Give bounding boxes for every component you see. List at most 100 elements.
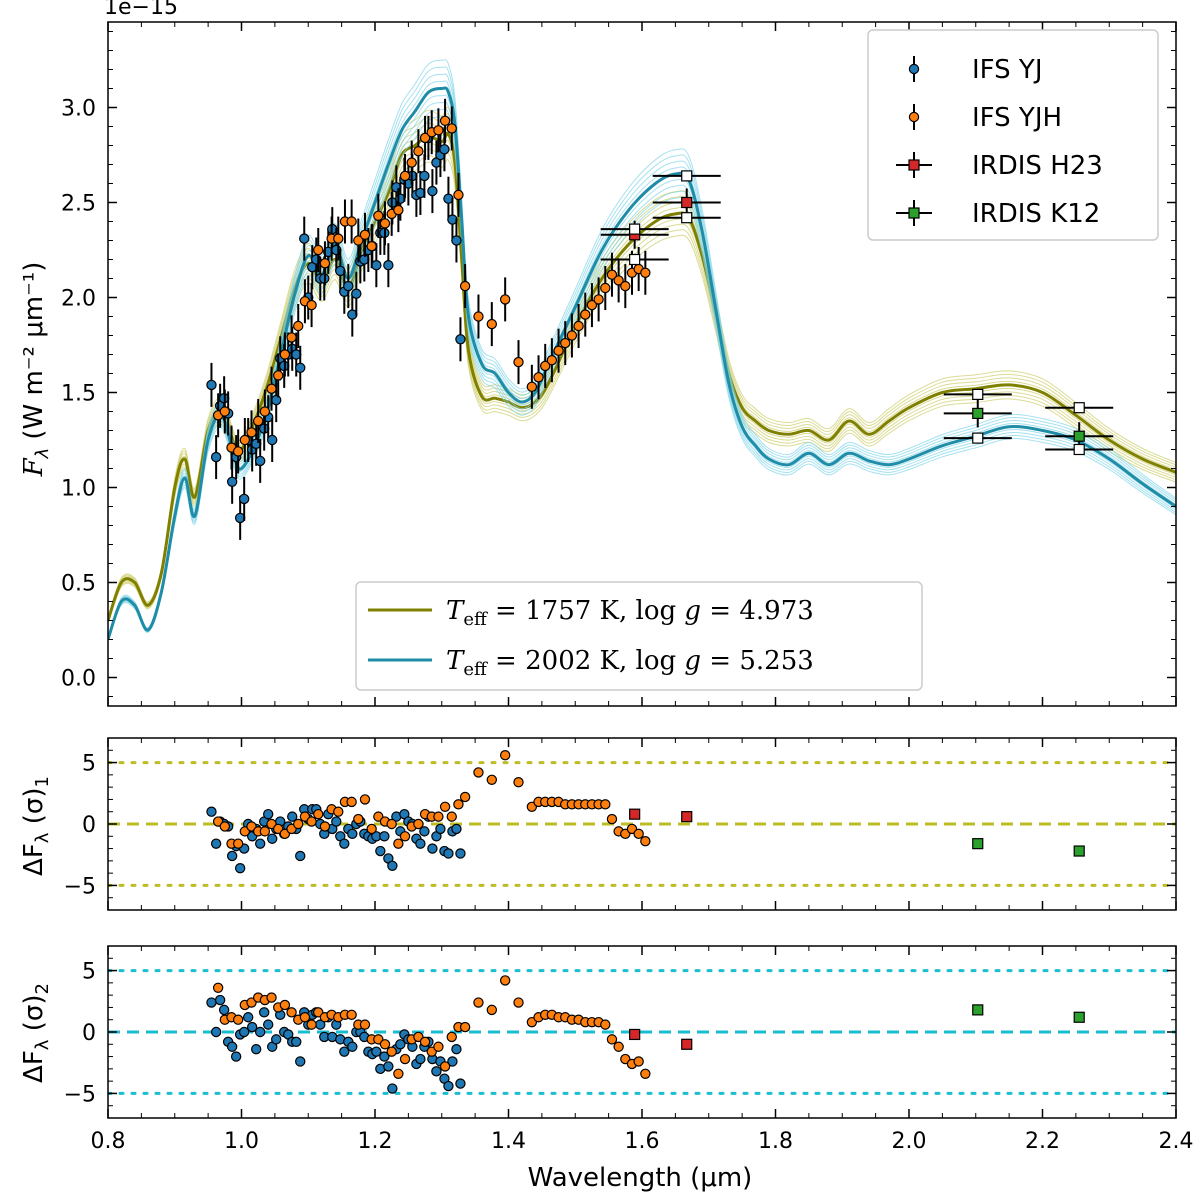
data-point [455, 848, 466, 859]
data-point [359, 229, 371, 240]
data-point [459, 1021, 471, 1033]
model-phot-square [1073, 443, 1085, 456]
y-offset-text: 1e−15 [104, 0, 178, 20]
model-sample-line [108, 108, 1176, 642]
data-point-square [1073, 430, 1085, 442]
data-point [413, 818, 424, 830]
data-point [633, 828, 644, 840]
data-point [580, 309, 591, 320]
data-point [346, 796, 357, 808]
data-point [393, 204, 404, 216]
legend-model-label-part: g [684, 646, 701, 676]
data-point [433, 1041, 444, 1052]
legend-circle-marker [908, 111, 920, 123]
data-point [553, 345, 564, 356]
data-point [526, 381, 538, 392]
data-point [232, 1014, 244, 1025]
data-point [259, 826, 271, 837]
legend-label: IRDIS H23 [972, 151, 1103, 181]
data-point [620, 280, 631, 292]
data-point-square [1073, 1011, 1085, 1023]
x-tick-label: 2.0 [892, 1129, 927, 1154]
residual-2-ylabel-main: ΔF [19, 1050, 49, 1083]
data-point [353, 813, 364, 825]
data-point [439, 801, 451, 813]
data-point [640, 1068, 651, 1079]
data-point [431, 1066, 442, 1077]
data-point [239, 434, 251, 446]
legend-model-label: Teff = 1757 K, log g = 4.973 [446, 596, 814, 630]
legend-label: IFS YJ [972, 55, 1042, 85]
data-point [383, 1061, 394, 1072]
data-point [214, 994, 226, 1006]
y-tick-label: 0 [82, 813, 96, 838]
data-point [351, 288, 362, 299]
residual-2-ylabel-index: 2 [32, 983, 53, 994]
data-point [399, 1053, 411, 1065]
data-point [263, 808, 274, 820]
model-phot-square [972, 432, 984, 444]
data-point [353, 235, 364, 246]
data-point [395, 1039, 406, 1050]
data-point [473, 311, 484, 322]
spectrum-y-axis-title: Fλ (W m⁻² μm⁻¹) [19, 262, 53, 478]
data-point [486, 1004, 498, 1016]
legend-model-label-part: = 1757 K, log [487, 596, 685, 626]
data-point [399, 831, 411, 842]
data-point [606, 1034, 618, 1045]
legend-model-label-part: g [684, 596, 701, 626]
data-point [419, 1036, 431, 1048]
spectrum-panel: 0.0 0.5 1.0 1.5 2.0 2.5 3.0 [61, 21, 1177, 707]
data-point [406, 157, 417, 168]
residual-panel-2: 0.8 1.0 1.2 1.4 1.6 1.8 2.0 2.2 2.4 −5 0 5 [64, 945, 1194, 1154]
data-point-square [629, 808, 641, 820]
data-point [218, 1004, 230, 1016]
data-point [206, 997, 217, 1008]
data-point [232, 838, 244, 849]
data-point [266, 992, 277, 1003]
data-point [234, 863, 246, 874]
data-point [246, 1021, 258, 1033]
data-point [573, 320, 584, 332]
data-point [313, 808, 324, 820]
data-point [343, 280, 354, 292]
data-point [286, 332, 297, 343]
residual-2-ylabel-sub: λ [32, 1039, 53, 1050]
data-point [593, 294, 604, 305]
data-point [546, 355, 558, 366]
data-point [359, 1019, 371, 1030]
data-point [219, 821, 231, 832]
legend-square-marker [908, 159, 920, 171]
x-tick-label: 1.6 [625, 1129, 660, 1154]
data-point [540, 360, 551, 372]
legend-label: IFS YJH [972, 103, 1062, 133]
x-tick-label: 1.0 [224, 1129, 259, 1154]
data-point [286, 1007, 297, 1018]
data-point [366, 823, 377, 835]
plot-area [108, 750, 1176, 887]
data-point [600, 1019, 611, 1030]
data-point [640, 267, 651, 278]
legend-model-label: Teff = 2002 K, log g = 5.253 [446, 646, 814, 680]
data-point [373, 210, 384, 221]
data-point [387, 1083, 398, 1094]
data-point [331, 816, 342, 827]
data-point [640, 836, 651, 847]
data-point-square [972, 1004, 984, 1016]
data-point [393, 1068, 404, 1079]
data-point [383, 260, 394, 271]
data-point [435, 823, 446, 835]
data-point [347, 828, 358, 840]
data-point [306, 299, 317, 311]
data-point [339, 838, 350, 849]
data-point [250, 1043, 262, 1055]
data-point [232, 446, 244, 457]
data-point [210, 1026, 222, 1038]
data-point [267, 833, 278, 844]
y-tick-label: 0.0 [61, 667, 96, 692]
data-point [238, 493, 250, 505]
data-point [254, 838, 266, 849]
data-point [266, 383, 277, 394]
model-phot-square [681, 170, 693, 182]
data-point-square [1073, 845, 1085, 857]
